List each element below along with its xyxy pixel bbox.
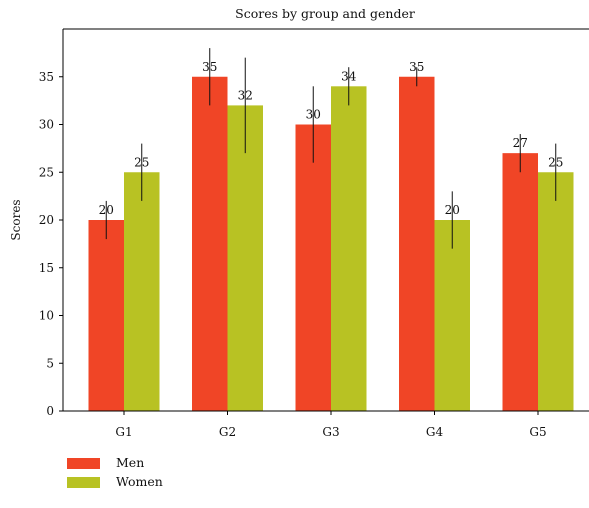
x-tick-label-g3: G3 bbox=[322, 425, 339, 439]
legend-swatch-men bbox=[67, 458, 100, 469]
y-tick-label-10: 10 bbox=[39, 309, 54, 323]
y-tick-label-30: 30 bbox=[39, 118, 54, 132]
y-axis-label: Scores bbox=[9, 199, 23, 240]
value-label-women-g1: 25 bbox=[134, 155, 149, 169]
y-tick-label-20: 20 bbox=[39, 213, 54, 227]
bar-women-g1 bbox=[124, 172, 160, 411]
legend-label-women: Women bbox=[116, 474, 163, 489]
y-tick-label-35: 35 bbox=[39, 70, 54, 84]
y-tick-label-25: 25 bbox=[39, 165, 54, 179]
error-bars-layer bbox=[105, 48, 557, 249]
x-tick-label-g4: G4 bbox=[426, 425, 444, 439]
value-label-men-g1: 20 bbox=[99, 203, 114, 217]
value-labels-layer: 20 25 35 32 30 34 35 20 27 25 bbox=[99, 60, 564, 217]
legend: Men Women bbox=[67, 455, 163, 489]
bars-layer bbox=[88, 76, 574, 412]
x-tick-label-g1: G1 bbox=[115, 425, 132, 439]
bar-men-g5 bbox=[502, 153, 538, 411]
bar-women-g2 bbox=[227, 105, 263, 412]
value-label-women-g4: 20 bbox=[445, 203, 460, 217]
chart-title: Scores by group and gender bbox=[235, 6, 415, 21]
bar-women-g4 bbox=[434, 220, 470, 411]
x-tick-label-g5: G5 bbox=[529, 425, 546, 439]
y-tick-label-0: 0 bbox=[46, 404, 54, 418]
axes-layer: G1 G2 G3 G4 G5 0 5 10 15 20 25 30 35 bbox=[39, 28, 589, 439]
bar-women-g3 bbox=[331, 86, 367, 412]
value-label-women-g5: 25 bbox=[548, 155, 563, 169]
value-label-men-g4: 35 bbox=[409, 60, 424, 74]
bar-men-g1 bbox=[88, 220, 124, 411]
value-label-women-g2: 32 bbox=[238, 88, 253, 102]
bar-men-g3 bbox=[295, 124, 331, 411]
value-label-men-g3: 30 bbox=[306, 108, 321, 122]
bar-men-g2 bbox=[192, 76, 228, 411]
y-tick-label-15: 15 bbox=[39, 261, 54, 275]
value-label-women-g3: 34 bbox=[341, 69, 357, 83]
y-tick-label-5: 5 bbox=[46, 356, 54, 370]
legend-label-men: Men bbox=[116, 455, 144, 470]
bar-men-g4 bbox=[399, 76, 435, 411]
bar-women-g5 bbox=[538, 172, 574, 411]
value-label-men-g5: 27 bbox=[513, 136, 528, 150]
x-tick-label-g2: G2 bbox=[219, 425, 236, 439]
legend-swatch-women bbox=[67, 477, 100, 488]
value-label-men-g2: 35 bbox=[202, 60, 217, 74]
